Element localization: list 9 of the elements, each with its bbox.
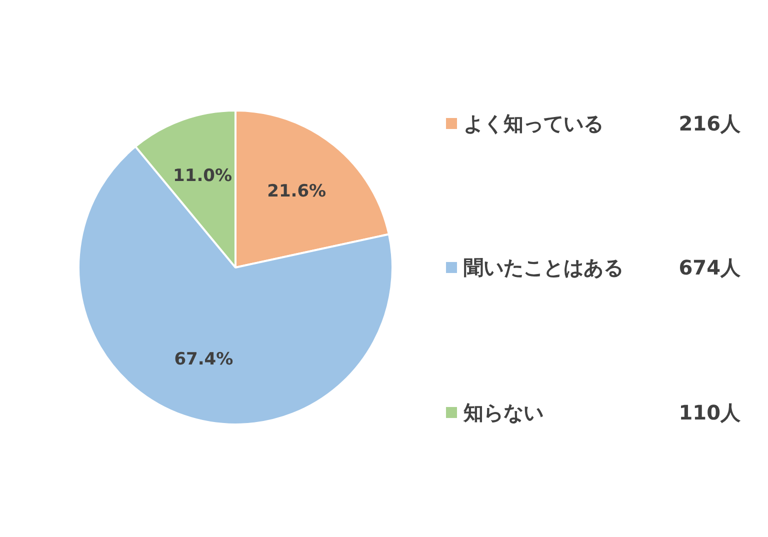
text: 674人 bbox=[678, 256, 742, 280]
data-label: 67.4% bbox=[174, 349, 234, 370]
data-label: 11.0% bbox=[173, 166, 232, 186]
legend-label: 聞いたことはある bbox=[464, 256, 624, 280]
data-label: 21.6% bbox=[267, 182, 326, 202]
legend-label: 知らない bbox=[462, 400, 544, 424]
text: 216人 bbox=[678, 112, 742, 136]
legend-label: よく知っている bbox=[464, 112, 604, 136]
text: 110人 bbox=[678, 400, 742, 424]
